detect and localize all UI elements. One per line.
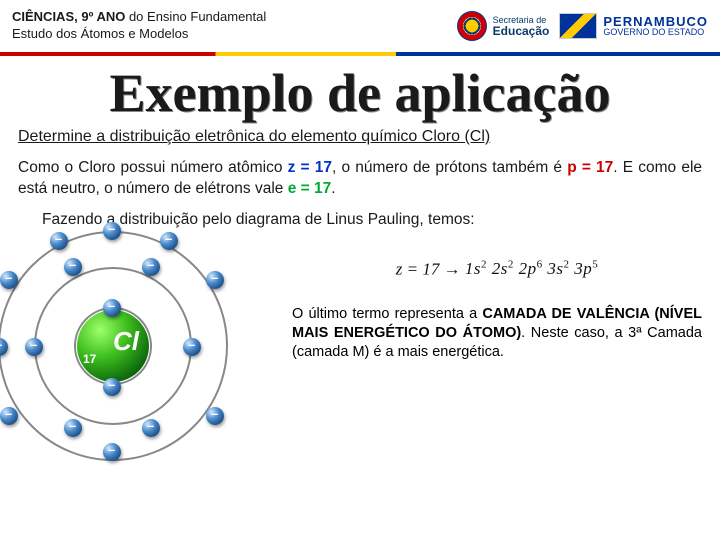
header-sub: Estudo dos Átomos e Modelos [12,26,188,41]
header-logos: Secretaria deEducação PERNAMBUCOGOVERNO … [457,11,708,41]
electron-icon [64,258,82,276]
logo-pernambuco: PERNAMBUCOGOVERNO DO ESTADO [559,13,708,39]
atomic-number: 17 [83,352,96,366]
right-column: z = 17 → 1s2 2s2 2p6 3s2 3p5 O último te… [278,241,702,451]
lower-region: 17 Cl z = 17 → 1s2 2s2 2p6 3s2 3p5 O últ… [0,241,720,451]
electron-icon [206,407,224,425]
electron-icon [103,443,121,461]
content: Determine a distribuição eletrônica do e… [0,128,720,231]
header-bold: CIÊNCIAS, 9º ANO [12,9,125,24]
electron-icon [0,271,18,289]
flag-icon [559,13,597,39]
nucleus: 17 Cl [77,310,149,382]
determine-line: Determine a distribuição eletrônica do e… [18,128,702,146]
electron-icon [0,407,18,425]
electron-icon [160,232,178,250]
element-symbol: Cl [113,326,139,357]
atom-diagram: 17 Cl [18,241,278,451]
electron-icon [25,338,43,356]
header: CIÊNCIAS, 9º ANO do Ensino Fundamental E… [0,0,720,56]
logo-secretaria: Secretaria deEducação [457,11,550,41]
electron-config-formula: z = 17 → 1s2 2s2 2p6 3s2 3p5 [292,259,702,280]
seal-icon [457,11,487,41]
valence-text: O último termo representa a CAMADA DE VA… [292,305,702,362]
paragraph-1: Como o Cloro possui número atômico z = 1… [18,158,702,200]
electron-icon [50,232,68,250]
electron-icon [183,338,201,356]
electron-icon [142,419,160,437]
electron-icon [103,222,121,240]
header-text: CIÊNCIAS, 9º ANO do Ensino Fundamental E… [12,9,266,43]
electron-icon [206,271,224,289]
electron-icon [64,419,82,437]
electron-icon [103,378,121,396]
electron-icon [142,258,160,276]
electron-icon [103,299,121,317]
page-title: Exemplo de aplicação [0,62,720,124]
